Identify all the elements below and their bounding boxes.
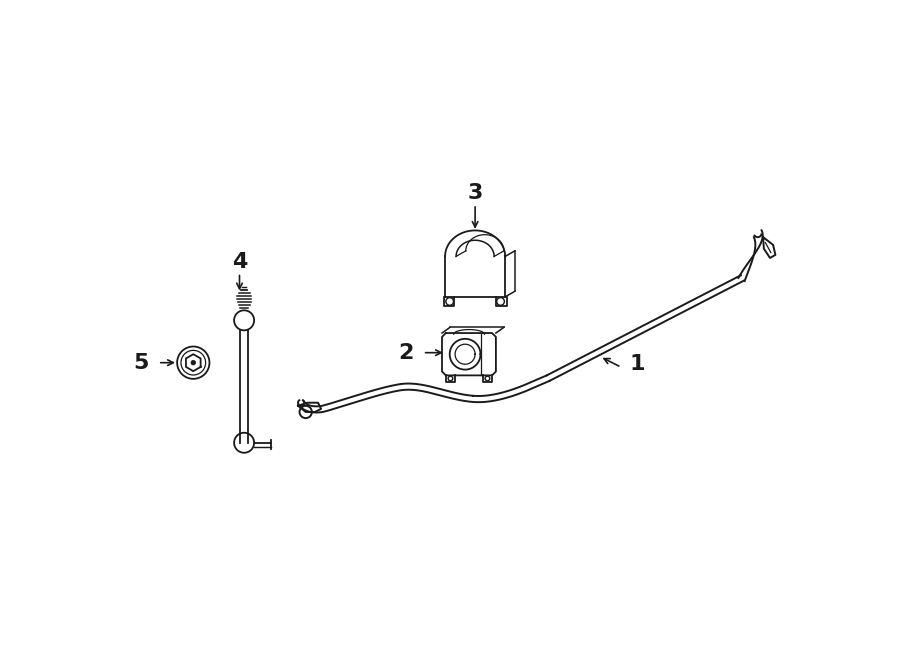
Circle shape	[191, 360, 195, 365]
Text: 2: 2	[398, 342, 413, 363]
Text: 5: 5	[133, 353, 148, 373]
Text: 1: 1	[629, 354, 644, 374]
Text: 4: 4	[232, 252, 248, 272]
Text: 3: 3	[467, 183, 482, 204]
